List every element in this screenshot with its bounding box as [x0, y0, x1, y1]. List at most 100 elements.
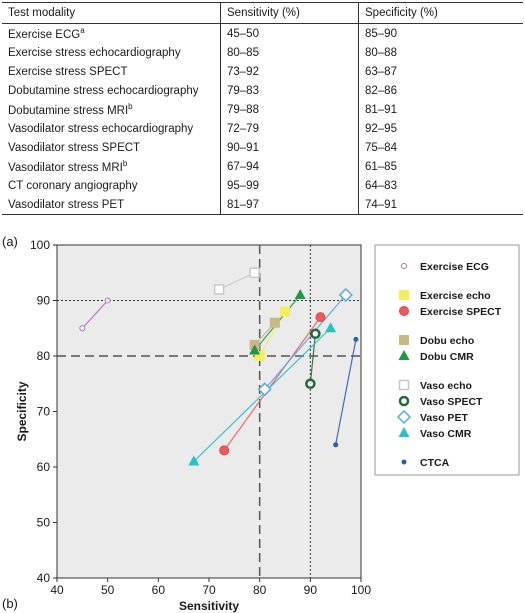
cell-modality: Exercise stress echocardiography — [8, 46, 181, 59]
legend-marker — [398, 350, 410, 360]
data-point — [325, 322, 337, 333]
data-point — [310, 328, 321, 340]
legend-label: Exercise echo — [420, 290, 491, 302]
x-tick-label: 50 — [101, 583, 115, 597]
y-tick-label: 80 — [37, 349, 51, 363]
cell-sensitivity: 95–99 — [220, 176, 359, 195]
cell-sensitivity: 81–97 — [220, 195, 359, 215]
data-point — [104, 297, 111, 304]
cell-specificity: 74–91 — [358, 195, 523, 215]
data-point — [338, 287, 353, 303]
y-tick-label: 90 — [37, 294, 51, 308]
data-point — [294, 288, 306, 299]
cell-specificity: 81–91 — [358, 100, 523, 119]
cell-specificity: 80–88 — [358, 43, 523, 62]
x-axis-label: Sensitivity — [179, 599, 239, 613]
data-point — [79, 325, 86, 332]
cell-sensitivity: 72–79 — [220, 119, 359, 138]
cell-modality: CT coronary angiography — [8, 179, 138, 192]
cell-modality: Vasodilator stress MRIb — [8, 159, 128, 174]
footnote-marker: b — [128, 102, 133, 112]
table-row: Vasodilator stress PET 81–97 74–91 — [2, 195, 523, 215]
legend-label: Vaso CMR — [420, 428, 472, 440]
data-point — [280, 306, 290, 317]
footnote-marker: a — [80, 26, 85, 36]
table-header-row: Test modality Sensitivity (%) Specificit… — [2, 2, 523, 24]
legend-label: Dobu echo — [420, 335, 474, 347]
modality-table: Test modality Sensitivity (%) Specificit… — [2, 2, 523, 215]
cell-specificity: 63–87 — [358, 62, 523, 81]
legend-marker — [396, 409, 412, 425]
header-sensitivity: Sensitivity (%) — [220, 2, 359, 24]
cell-modality: Vasodilator stress echocardiography — [8, 122, 194, 135]
legend-marker — [399, 306, 409, 316]
cell-modality: Dobutamine stress MRIb — [8, 102, 133, 117]
table-row: Dobutamine stress MRIb 79–88 81–91 — [2, 100, 523, 119]
cell-modality: Dobutamine stress echocardiography — [8, 84, 199, 97]
cell-specificity: 92–95 — [358, 119, 523, 138]
y-axis-label: Specificity — [15, 381, 29, 441]
table-row: Exercise stress SPECT 73–92 63–87 — [2, 62, 523, 81]
y-tick-label: 70 — [37, 405, 51, 419]
series-line — [335, 339, 357, 445]
series-line — [264, 294, 347, 390]
table-row: Vasodilator stress MRIb 67–94 61–85 — [2, 157, 523, 176]
table-row: Exercise ECGa 45–50 85–90 — [2, 23, 523, 43]
series-line — [218, 272, 255, 290]
x-tick-label: 90 — [304, 583, 318, 597]
y-tick-label: 100 — [30, 238, 50, 252]
cell-sensitivity: 80–85 — [220, 43, 359, 62]
y-tick-label: 50 — [37, 516, 51, 530]
table-row: CT coronary angiography 95–99 64–83 — [2, 176, 523, 195]
x-tick-label: 60 — [152, 583, 166, 597]
series-line — [223, 316, 321, 451]
header-modality: Test modality — [2, 2, 221, 24]
data-point — [269, 317, 280, 328]
data-point — [188, 455, 200, 466]
panel-label-a: (a) — [2, 234, 18, 249]
data-point — [249, 267, 260, 278]
legend-marker — [398, 379, 410, 391]
legend-label: CTCA — [420, 457, 450, 469]
legend-marker — [401, 263, 407, 269]
table-row: Dobutamine stress echocardiography 79–83 8… — [2, 81, 523, 100]
x-tick-label: 80 — [253, 583, 267, 597]
table-row: Vasodilator stress SPECT 90–91 75–84 — [2, 138, 523, 157]
data-point — [219, 445, 230, 456]
cell-modality: Vasodilator stress PET — [8, 198, 125, 211]
legend-label: Exercise SPECT — [420, 306, 502, 318]
cell-modality: Vasodilator stress SPECT — [8, 141, 141, 154]
cell-sensitivity: 73–92 — [220, 62, 359, 81]
legend-marker — [401, 459, 407, 465]
data-point — [254, 351, 265, 361]
header-specificity: Specificity (%) — [358, 2, 523, 24]
data-point — [257, 382, 272, 397]
data-point — [353, 336, 359, 342]
legend-marker — [399, 290, 409, 300]
legend-label: Vaso SPECT — [420, 396, 483, 408]
footnote-marker: b — [122, 159, 128, 169]
legend-label: Dobu CMR — [420, 351, 474, 363]
series-line — [309, 333, 316, 384]
data-point — [249, 344, 261, 355]
cell-sensitivity: 67–94 — [220, 157, 359, 176]
cell-sensitivity: 79–88 — [220, 100, 359, 119]
table-row: Exercise stress echocardiography 80–85 80–… — [2, 43, 523, 62]
cell-specificity: 75–84 — [358, 138, 523, 157]
cell-specificity: 64–83 — [358, 176, 523, 195]
plot-area — [56, 244, 362, 579]
cell-specificity: 61–85 — [358, 157, 523, 176]
cell-sensitivity: 90–91 — [220, 138, 359, 157]
cell-modality: Exercise ECGa — [8, 26, 85, 41]
x-tick-label: 40 — [50, 583, 64, 597]
cell-sensitivity: 79–83 — [220, 81, 359, 100]
series-line — [81, 300, 109, 329]
panel-label-b: (b) — [2, 596, 18, 611]
cell-specificity: 82–86 — [358, 81, 523, 100]
legend-marker — [398, 427, 410, 437]
data-point — [213, 284, 225, 295]
data-point — [315, 312, 326, 323]
cell-specificity: 85–90 — [358, 23, 523, 43]
legend-label: Exercise ECG — [420, 261, 489, 273]
